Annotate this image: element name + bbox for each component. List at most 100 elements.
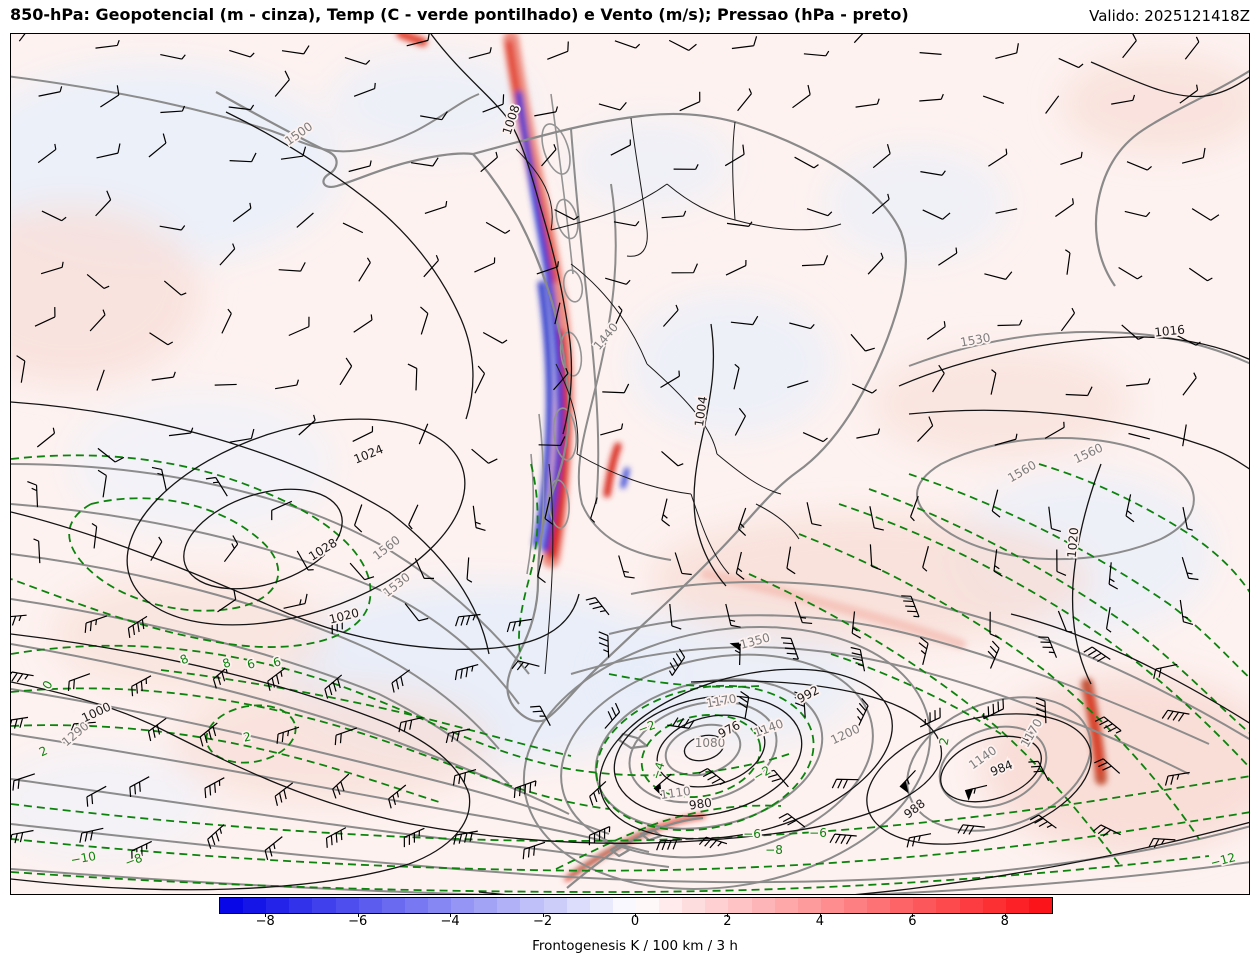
wind-barb — [325, 827, 347, 848]
wind-barb — [995, 208, 1018, 214]
wind-barb — [100, 85, 120, 108]
wind-barb — [612, 305, 623, 331]
black-contour-label: 1004 — [692, 395, 710, 427]
frontogenesis-weak-shading-layer — [11, 34, 1249, 894]
wind-barb — [1056, 549, 1067, 576]
wind-barb — [735, 551, 745, 580]
wind-barb — [278, 262, 306, 272]
wind-barb — [1064, 249, 1071, 275]
wind-barb — [1182, 372, 1197, 396]
wind-barb — [1058, 57, 1084, 69]
wind-barb — [794, 601, 813, 625]
pressure-contours-layer — [11, 34, 1249, 894]
wind-barb — [232, 202, 252, 222]
wind-barb — [96, 369, 105, 391]
gray-contour-label: 1080 — [695, 736, 726, 750]
wind-barb — [12, 773, 35, 791]
wind-barb — [538, 436, 566, 447]
wind-barb — [219, 243, 236, 266]
wind-barb — [1118, 266, 1143, 280]
wind-barb — [159, 225, 186, 231]
wind-barb — [738, 691, 750, 719]
wind-barb — [33, 538, 41, 564]
wind-barb — [288, 316, 310, 337]
wind-barb — [11, 671, 34, 683]
wind-barb — [334, 727, 358, 746]
wind-barb — [1060, 307, 1076, 332]
wind-barb — [86, 273, 110, 289]
wind-barb — [353, 82, 376, 97]
wind-barb — [926, 321, 946, 340]
wind-barb — [89, 309, 106, 332]
green-contour-label: −8 — [765, 843, 783, 857]
wind-barb — [1179, 599, 1194, 626]
wind-barb — [86, 785, 107, 807]
wind-barb — [737, 88, 752, 112]
wind-barb — [534, 106, 559, 117]
wind-barb — [348, 160, 372, 173]
wind-barb — [698, 836, 728, 849]
wind-barb — [671, 263, 699, 274]
wind-barb — [734, 407, 746, 436]
wind-barb — [731, 36, 758, 50]
wind-barb — [480, 151, 498, 173]
wind-barb — [418, 423, 429, 445]
wind-barb — [917, 416, 934, 443]
wind-barb — [993, 549, 1003, 577]
wind-barb — [1044, 421, 1065, 439]
wind-barb — [511, 660, 540, 671]
wind-barb — [342, 222, 364, 234]
wind-barb — [544, 496, 554, 525]
wind-barb — [1121, 324, 1144, 340]
wind-barb — [522, 841, 546, 860]
wind-barb — [585, 597, 610, 616]
wind-barb — [803, 50, 830, 57]
wind-barb — [1153, 663, 1178, 679]
wind-barb — [554, 209, 579, 221]
wind-barb — [1179, 84, 1199, 104]
wind-barb — [1055, 198, 1074, 217]
wind-barb — [420, 111, 448, 121]
wind-barb — [806, 502, 822, 527]
wind-barb — [324, 674, 343, 699]
wind-barb — [604, 702, 621, 729]
wind-barb — [729, 642, 741, 666]
wind-barb — [831, 778, 859, 789]
wind-barb — [600, 423, 624, 436]
wind-barb — [661, 450, 684, 467]
wind-barb — [673, 164, 699, 170]
wind-barb — [997, 319, 1023, 327]
wind-barb — [919, 93, 944, 102]
wind-barb — [1065, 386, 1093, 397]
wind-barb — [424, 200, 448, 214]
wind-barb — [353, 314, 373, 333]
wind-barb — [920, 170, 946, 176]
wind-barb — [298, 414, 316, 436]
wind-barb — [1045, 95, 1060, 114]
wind-barb — [79, 827, 104, 843]
wind-barb — [1124, 210, 1151, 218]
wind-barb — [794, 156, 819, 169]
wind-barb — [69, 721, 96, 734]
wind-barb — [789, 322, 815, 330]
wind-barb — [414, 557, 434, 579]
colorbar-label: Frontogenesis K / 100 km / 3 h — [532, 938, 738, 954]
wind-barb — [674, 552, 692, 576]
wind-barb — [453, 830, 478, 845]
wind-barb — [149, 332, 174, 346]
wind-barb — [267, 667, 286, 691]
wind-barb — [97, 447, 125, 463]
wind-barb — [872, 193, 890, 215]
wind-barb — [147, 717, 167, 742]
wind-barb — [1028, 760, 1050, 782]
wind-barb — [1048, 506, 1062, 533]
wind-barb — [1191, 208, 1220, 221]
wind-barb — [420, 306, 429, 335]
wind-barb — [207, 824, 225, 849]
wind-barb — [27, 480, 39, 508]
colorbar-tick-label: 8 — [1000, 914, 1009, 929]
wind-barb — [869, 506, 884, 531]
wind-barb — [1125, 494, 1135, 523]
wind-barb — [856, 697, 869, 726]
wind-barb — [168, 427, 194, 437]
